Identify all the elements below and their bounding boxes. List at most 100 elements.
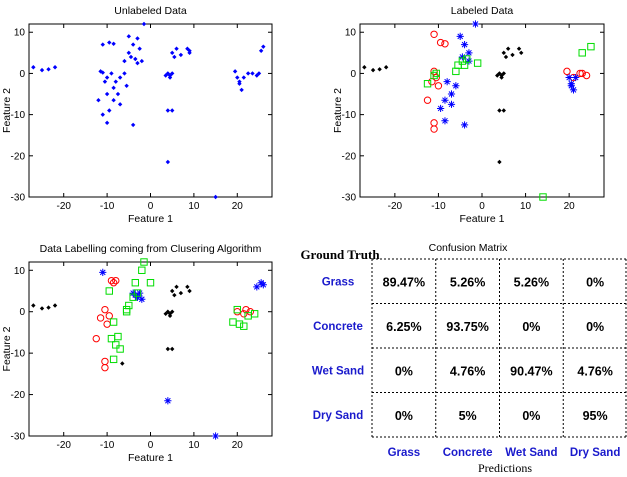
data-point (362, 65, 367, 70)
x-tick-label: -10 (100, 201, 115, 212)
series-green (105, 258, 259, 364)
data-point (246, 308, 255, 316)
data-point (126, 34, 132, 39)
series-blue (437, 20, 580, 129)
matrix-cell: 4.76% (450, 364, 485, 378)
data-point (240, 322, 248, 330)
matrix-cell: 90.47% (510, 364, 552, 378)
y-tick-label: -10 (11, 110, 26, 121)
data-point (111, 98, 116, 103)
data-point (233, 305, 241, 314)
y-tick-label: 0 (19, 307, 25, 318)
data-point (100, 42, 105, 47)
data-point (465, 57, 473, 65)
y-tick-label: 0 (19, 69, 25, 80)
data-point (458, 53, 466, 61)
data-point (174, 46, 179, 51)
row-label: Dry Sand (313, 410, 364, 422)
data-point (169, 288, 175, 294)
x-tick-label: 0 (148, 201, 154, 212)
data-point (497, 159, 502, 165)
data-point (129, 289, 137, 297)
data-point (107, 40, 112, 45)
data-point (240, 310, 248, 318)
x-tick-label: -10 (100, 440, 115, 451)
data-point (187, 48, 192, 53)
data-point (52, 65, 58, 70)
x-tick-label: 20 (232, 440, 244, 451)
data-point (503, 54, 509, 60)
data-point (565, 73, 573, 82)
y-tick-label: -10 (342, 110, 357, 121)
predictions-label: Predictions (478, 461, 532, 475)
data-point (254, 73, 260, 78)
data-point (235, 75, 240, 80)
data-point (124, 83, 129, 88)
data-point (578, 69, 586, 78)
data-point (250, 71, 255, 76)
data-point (101, 363, 109, 372)
data-point (130, 42, 136, 47)
x-tick-label: 20 (232, 201, 244, 212)
data-point (114, 332, 122, 341)
plot-frame (28, 261, 273, 437)
data-point (120, 361, 125, 366)
data-point (130, 122, 136, 128)
data-point (430, 125, 438, 133)
data-point (441, 96, 449, 104)
series-blue (31, 21, 266, 200)
data-point (129, 293, 137, 301)
matrix-cell: 6.25% (386, 320, 421, 334)
data-point (383, 65, 389, 70)
data-point (165, 346, 171, 352)
data-point (473, 59, 482, 67)
data-point (213, 194, 218, 200)
data-point (185, 284, 190, 290)
data-point (510, 52, 515, 58)
matrix-cell: 93.75% (446, 320, 488, 334)
data-point (169, 71, 175, 76)
data-point (576, 69, 584, 78)
matrix-cell: 0% (522, 320, 540, 334)
data-point (172, 54, 177, 60)
matrix-cell: 0% (586, 275, 604, 289)
data-point (128, 54, 134, 60)
data-point (499, 75, 504, 80)
data-point (169, 108, 175, 113)
matrix-cell: 95% (583, 409, 608, 423)
data-point (107, 276, 116, 285)
plot-frame (28, 23, 273, 198)
data-point (447, 100, 456, 108)
data-point (572, 73, 580, 82)
chart-title: Unlabeled Data (114, 5, 187, 17)
data-point (239, 87, 244, 93)
matrix-cell: 0% (395, 364, 413, 378)
data-point (122, 58, 127, 64)
series-black (31, 284, 192, 366)
data-point (105, 312, 113, 320)
matrix-cell: 5% (459, 409, 477, 423)
row-label: Wet Sand (312, 365, 364, 377)
data-point (237, 79, 242, 84)
matrix-cell: 5.26% (450, 275, 485, 289)
data-point (465, 49, 473, 57)
data-point (169, 50, 175, 56)
data-point (98, 69, 103, 74)
data-point (505, 46, 511, 51)
matrix-cell: 4.76% (577, 364, 612, 378)
data-point (261, 44, 266, 49)
matrix-cell: 0% (586, 320, 604, 334)
data-point (501, 71, 506, 76)
data-point (107, 108, 112, 113)
data-point (115, 91, 121, 97)
data-point (137, 46, 142, 51)
data-point (133, 289, 142, 297)
data-point (441, 40, 449, 48)
matrix-cell: 89.47% (383, 275, 425, 289)
data-point (169, 309, 175, 314)
series-blue (99, 268, 267, 440)
y-axis-label: Feature 2 (1, 88, 13, 133)
y-tick-label: 0 (350, 69, 356, 80)
data-point (109, 355, 118, 364)
data-point (31, 303, 36, 308)
